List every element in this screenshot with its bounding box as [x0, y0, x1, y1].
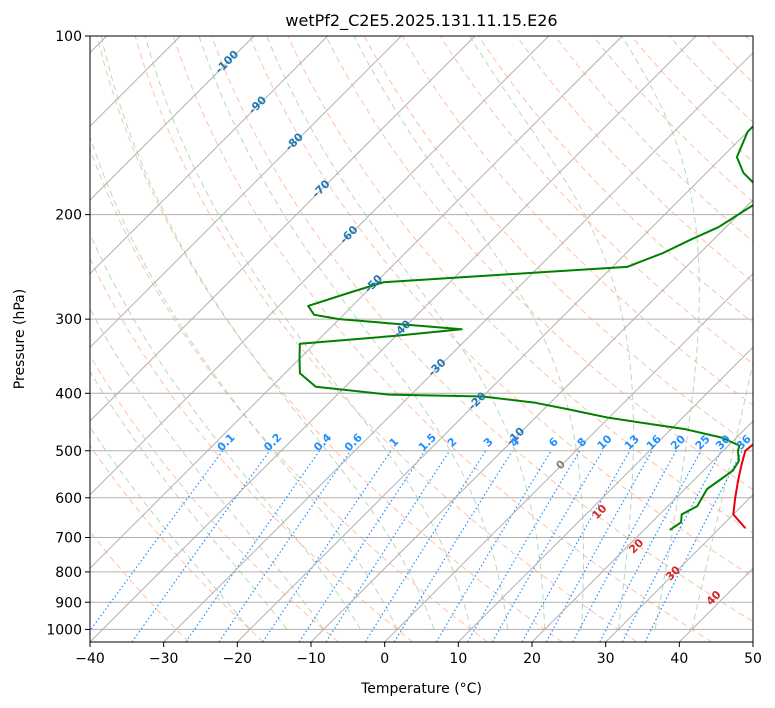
isotherm-line: [90, 36, 329, 275]
dry-adiabat-line: [211, 36, 753, 623]
moist-adiabat-line: [469, 36, 634, 630]
y-tick-label: 500: [55, 444, 82, 460]
isotherm-line: [90, 36, 623, 570]
y-tick-label: 100: [55, 29, 82, 45]
y-tick-label: 1000: [46, 622, 82, 638]
sounding-traces: [298, 124, 753, 531]
mixing-ratio-line: [393, 450, 513, 642]
y-tick-label: 300: [55, 312, 82, 328]
dry-adiabat-line: [134, 36, 638, 642]
dry-adiabat-line: [90, 257, 414, 642]
x-tick-label: 50: [744, 651, 762, 667]
mixing-ratio-line: [364, 450, 487, 642]
moist-adiabat-line: [90, 135, 398, 630]
mixing-ratio-line: [491, 450, 604, 642]
isotherm-line: [90, 36, 255, 201]
y-axis-label: Pressure (hPa): [12, 289, 28, 389]
moist-adiabat-line: [144, 36, 472, 630]
x-axis: −40 −30 −20 −10 0 10 20 30 40 50: [75, 642, 762, 667]
pressure-gridlines: [90, 36, 753, 630]
x-axis-label: Temperature (°C): [360, 681, 482, 697]
mixing-ratio-line: [521, 450, 631, 642]
x-tick-label: 20: [523, 651, 541, 667]
isotherm-line: [90, 36, 550, 496]
plot-frame: [89, 35, 754, 643]
x-tick-label: −20: [223, 651, 253, 667]
mixing-ratio-line: [185, 450, 321, 642]
dry-adiabat-line: [478, 36, 753, 324]
y-tick-label: 800: [55, 565, 82, 581]
moist-adiabat-line: [266, 36, 546, 630]
y-axis: 100 200 300 400 500 600 700 800 900 1000: [46, 29, 90, 638]
moist-adiabat-line: [691, 360, 753, 630]
isotherm-line: [163, 51, 753, 642]
x-tick-label: 10: [449, 651, 467, 667]
moist-adiabat-line: [353, 36, 584, 630]
x-tick-label: −10: [296, 651, 326, 667]
chart-title: wetPf2_C2E5.2025.131.11.15.E26: [285, 11, 557, 31]
dry-adiabat-line: [249, 36, 753, 578]
temperature-trace: [732, 443, 753, 529]
moist-adiabat-line: [90, 370, 288, 630]
isotherm-line: [531, 420, 753, 642]
dry-adiabat-line: [90, 444, 264, 642]
dry-adiabat-line: [630, 36, 753, 163]
mixing-ratio-line: [572, 450, 677, 642]
dry-adiabat-line: [516, 36, 753, 283]
dry-adiabat-line: [325, 36, 753, 491]
isotherm-line: [310, 199, 753, 642]
dewpoint-trace: [298, 124, 753, 531]
mixing-ratio-line: [325, 450, 451, 642]
moist-adiabat-line: [90, 426, 251, 630]
x-tick-label: 30: [597, 651, 615, 667]
mixing-ratio-line: [435, 450, 552, 642]
x-tick-label: 0: [380, 651, 389, 667]
plot-background: [90, 36, 753, 642]
isotherm-line: [457, 346, 753, 642]
isotherm-line: [605, 493, 753, 642]
x-tick-label: −40: [75, 651, 105, 667]
y-tick-label: 200: [55, 208, 82, 224]
mixing-ratio-line: [466, 450, 581, 642]
x-tick-label: −30: [149, 651, 179, 667]
isotherm-line: [236, 125, 753, 642]
moist-adiabat-line: [621, 36, 700, 630]
mixing-ratio-line: [218, 450, 351, 642]
dry-adiabat-line: [592, 36, 753, 203]
moist-adiabat-line: [100, 36, 435, 630]
dry-adiabat-line: [401, 36, 753, 406]
isotherm-line: [90, 36, 697, 642]
moist-adiabat-line: [198, 36, 509, 630]
y-tick-label: 700: [55, 531, 82, 547]
moist-adiabat-line: [90, 232, 361, 630]
isotherm-line: [384, 272, 753, 642]
y-tick-label: 600: [55, 491, 82, 507]
moist-adiabats: [90, 36, 753, 630]
isotherm-line: [90, 36, 402, 349]
moist-adiabat-line: [90, 307, 325, 630]
y-tick-label: 900: [55, 595, 82, 611]
isotherms: [90, 36, 753, 642]
y-tick-label: 400: [55, 386, 82, 402]
x-tick-label: 40: [670, 651, 688, 667]
isotherm-line: [90, 36, 476, 422]
mixing-ratio-line: [131, 450, 271, 642]
